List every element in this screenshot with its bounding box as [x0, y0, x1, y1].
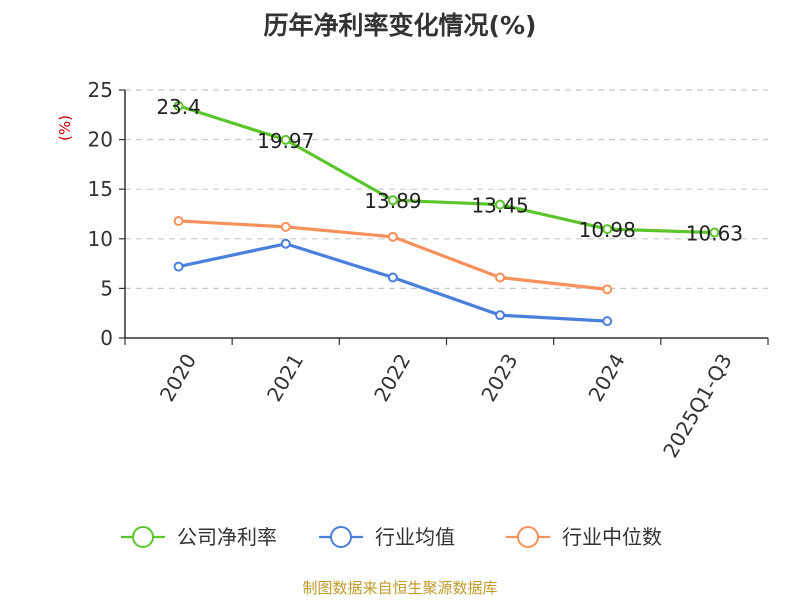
data-label-0-1: 19.97	[257, 129, 314, 153]
point-1-1[interactable]	[280, 238, 291, 249]
y-tick-labels: 0 5 10 15 20 25	[88, 78, 113, 350]
point-0-0[interactable]	[173, 100, 184, 111]
y-tick-label-20: 20	[88, 128, 113, 152]
data-labels: 23.4 19.97 13.89 13.45 10.98 10.63	[156, 95, 743, 246]
x-tick-label-2022: 2022	[369, 350, 415, 406]
point-2-3[interactable]	[495, 272, 506, 283]
point-2-1[interactable]	[280, 221, 291, 232]
x-tick-label-2020: 2020	[155, 350, 201, 406]
x-tick-label-2024: 2024	[583, 350, 629, 406]
y-tick-label-25: 25	[88, 78, 113, 102]
data-label-0-5: 10.63	[686, 222, 743, 246]
chart-title: 历年净利率变化情况(%)	[264, 11, 537, 40]
point-2-2[interactable]	[387, 231, 398, 242]
x-tick-label-2021: 2021	[262, 350, 308, 406]
point-0-2[interactable]	[387, 195, 398, 206]
y-tick-label-5: 5	[100, 276, 113, 300]
legend-label-1[interactable]: 行业均值	[375, 525, 455, 549]
x-tick-label-2023: 2023	[476, 350, 522, 406]
point-1-2[interactable]	[387, 272, 398, 283]
point-0-5[interactable]	[709, 227, 720, 238]
series-lines	[173, 100, 720, 327]
data-label-0-3: 13.45	[471, 194, 528, 218]
data-label-0-0: 23.4	[156, 95, 201, 119]
data-label-0-4: 10.98	[579, 218, 636, 242]
grid	[125, 89, 768, 289]
x-tick-labels: 2020 2021 2022 2023 2024 2025Q1-Q3	[155, 350, 737, 462]
legend-label-2[interactable]: 行业中位数	[562, 525, 662, 549]
point-1-3[interactable]	[495, 310, 506, 321]
point-2-4[interactable]	[602, 284, 613, 295]
axes	[119, 89, 769, 345]
y-tick-label-10: 10	[88, 227, 113, 251]
legend-marker-0[interactable]	[132, 526, 154, 548]
legend-marker-2[interactable]	[517, 526, 539, 548]
legend-label-0[interactable]: 公司净利率	[177, 525, 277, 549]
x-tick-label-2025Q1-Q3: 2025Q1-Q3	[658, 350, 737, 462]
y-axis-unit: (%)	[56, 115, 74, 141]
series-line-0	[178, 104, 715, 235]
data-label-0-2: 13.89	[364, 189, 421, 213]
point-0-4[interactable]	[602, 224, 613, 235]
y-tick-label-15: 15	[88, 177, 113, 201]
point-1-0[interactable]	[173, 261, 184, 272]
point-0-3[interactable]	[495, 199, 506, 210]
legend-marker-1[interactable]	[330, 526, 352, 548]
point-0-1[interactable]	[280, 134, 291, 145]
legend[interactable]: 公司净利率 行业均值 行业中位数	[121, 525, 662, 549]
source-note: 制图数据来自恒生聚源数据库	[302, 579, 497, 597]
point-1-4[interactable]	[602, 316, 613, 327]
y-tick-label-0: 0	[100, 326, 113, 350]
point-2-0[interactable]	[173, 215, 184, 226]
